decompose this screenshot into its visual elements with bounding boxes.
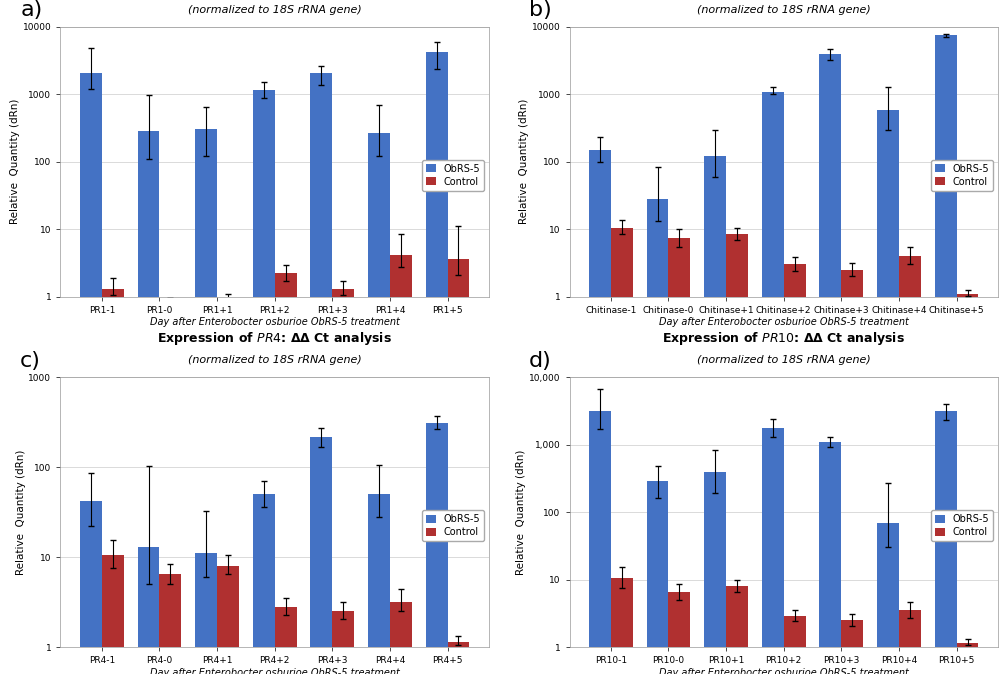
Text: d): d): [529, 350, 552, 371]
Bar: [820, 442, 842, 674]
Bar: [310, 73, 333, 674]
Bar: [726, 586, 748, 674]
Bar: [668, 237, 690, 674]
Bar: [425, 423, 448, 674]
Bar: [102, 289, 124, 674]
X-axis label: Day after Enterobocter osburioe ObRS-5 treatment: Day after Enterobocter osburioe ObRS-5 t…: [659, 317, 908, 328]
Text: (normalized to 18S rRNA gene): (normalized to 18S rRNA gene): [697, 5, 871, 15]
Bar: [705, 156, 726, 674]
Bar: [646, 481, 668, 674]
X-axis label: Day after Enterobocter osburioe ObRS-5 treatment: Day after Enterobocter osburioe ObRS-5 t…: [150, 317, 399, 328]
X-axis label: Day after Enterobocter osburioe ObRS-5 treatment: Day after Enterobocter osburioe ObRS-5 t…: [150, 668, 399, 674]
Bar: [762, 427, 784, 674]
Bar: [611, 228, 633, 674]
Legend: ObRS-5, Control: ObRS-5, Control: [422, 510, 484, 541]
X-axis label: Day after Enterobocter osburioe ObRS-5 treatment: Day after Enterobocter osburioe ObRS-5 t…: [659, 668, 908, 674]
Legend: ObRS-5, Control: ObRS-5, Control: [422, 160, 484, 191]
Bar: [646, 199, 668, 674]
Legend: ObRS-5, Control: ObRS-5, Control: [931, 510, 993, 541]
Bar: [448, 259, 470, 674]
Bar: [274, 274, 296, 674]
Bar: [390, 602, 412, 674]
Bar: [137, 131, 159, 674]
Bar: [368, 494, 390, 674]
Bar: [196, 553, 217, 674]
Text: Expression of $\mathit{PR10}$: ΔΔ Ct analysis: Expression of $\mathit{PR10}$: ΔΔ Ct ana…: [662, 330, 905, 347]
Bar: [726, 234, 748, 674]
Bar: [762, 92, 784, 674]
Bar: [448, 642, 470, 674]
Bar: [957, 294, 979, 674]
Bar: [877, 111, 899, 674]
Bar: [705, 472, 726, 674]
Bar: [784, 616, 805, 674]
Y-axis label: Relative  Quantity (dRn): Relative Quantity (dRn): [516, 450, 526, 575]
Bar: [668, 592, 690, 674]
Bar: [957, 643, 979, 674]
Bar: [589, 150, 611, 674]
Bar: [390, 255, 412, 674]
Bar: [425, 53, 448, 674]
Bar: [842, 620, 863, 674]
Bar: [253, 494, 274, 674]
Bar: [589, 410, 611, 674]
Bar: [274, 607, 296, 674]
Bar: [899, 611, 921, 674]
Text: b): b): [529, 0, 552, 20]
Text: (normalized to 18S rRNA gene): (normalized to 18S rRNA gene): [187, 355, 362, 365]
Y-axis label: Relative  Quantity (dRn): Relative Quantity (dRn): [16, 450, 25, 575]
Bar: [80, 501, 102, 674]
Text: c): c): [20, 350, 41, 371]
Bar: [217, 566, 239, 674]
Text: (normalized to 18S rRNA gene): (normalized to 18S rRNA gene): [187, 5, 362, 15]
Bar: [159, 307, 181, 674]
Bar: [137, 547, 159, 674]
Y-axis label: Relative  Quantity (dRn): Relative Quantity (dRn): [519, 99, 529, 224]
Bar: [80, 73, 102, 674]
Text: (normalized to 18S rRNA gene): (normalized to 18S rRNA gene): [697, 355, 871, 365]
Bar: [102, 555, 124, 674]
Text: a): a): [20, 0, 42, 20]
Bar: [333, 611, 354, 674]
Bar: [196, 129, 217, 674]
Bar: [877, 522, 899, 674]
Bar: [368, 133, 390, 674]
Bar: [217, 301, 239, 674]
Bar: [611, 578, 633, 674]
Bar: [253, 90, 274, 674]
Bar: [842, 270, 863, 674]
Bar: [310, 437, 333, 674]
Bar: [899, 256, 921, 674]
Legend: ObRS-5, Control: ObRS-5, Control: [931, 160, 993, 191]
Bar: [333, 289, 354, 674]
Bar: [784, 264, 805, 674]
Bar: [934, 35, 957, 674]
Y-axis label: Relative  Quantity (dRn): Relative Quantity (dRn): [10, 99, 20, 224]
Text: Expression of $\mathit{PR4}$: ΔΔ Ct analysis: Expression of $\mathit{PR4}$: ΔΔ Ct anal…: [157, 330, 392, 347]
Bar: [820, 54, 842, 674]
Bar: [934, 410, 957, 674]
Bar: [159, 574, 181, 674]
